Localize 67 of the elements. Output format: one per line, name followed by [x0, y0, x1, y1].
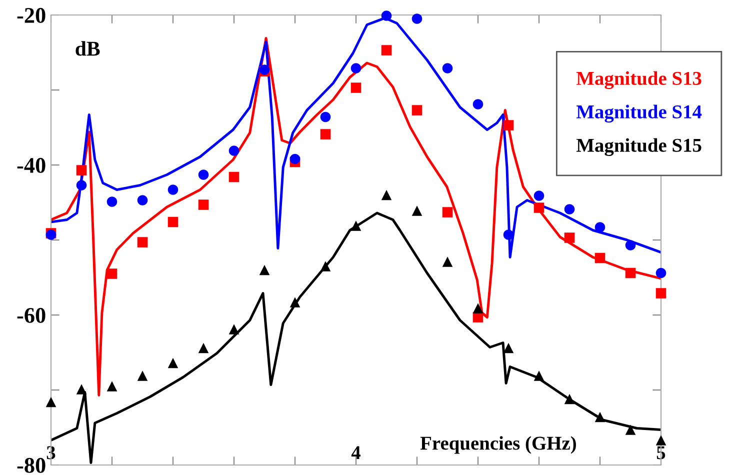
point [412, 14, 422, 24]
point [594, 222, 606, 232]
point [564, 204, 575, 214]
point [259, 264, 270, 276]
text: Magnitude S14 [576, 104, 702, 123]
y-tick-label: -60 [17, 308, 46, 323]
point [198, 342, 209, 354]
point [472, 99, 484, 110]
point [137, 237, 148, 248]
point [381, 190, 392, 200]
point [564, 394, 575, 404]
point [442, 256, 453, 267]
point [503, 230, 514, 240]
point [228, 324, 240, 334]
point [534, 370, 544, 381]
point [503, 342, 514, 354]
point [534, 190, 544, 201]
point [290, 154, 300, 164]
point [656, 435, 666, 446]
point [381, 45, 392, 56]
y-axis-title: dB [76, 41, 100, 56]
y-tick-label: -40 [17, 158, 46, 173]
point [412, 105, 422, 116]
point [625, 240, 636, 250]
point [168, 184, 178, 195]
point [106, 268, 118, 279]
point [137, 195, 148, 206]
point [625, 424, 636, 435]
point [381, 10, 392, 21]
point [503, 120, 514, 130]
point [656, 288, 666, 298]
point [472, 303, 484, 314]
point [228, 146, 240, 156]
point [320, 112, 331, 122]
point [594, 252, 606, 264]
point [228, 172, 240, 182]
point [442, 207, 453, 218]
point [76, 165, 87, 176]
point [137, 370, 148, 381]
point [350, 63, 362, 74]
point [106, 196, 118, 207]
point [290, 297, 300, 308]
point [350, 82, 362, 93]
point [198, 170, 209, 180]
point [168, 358, 178, 368]
text: Magnitude S13 [576, 71, 702, 90]
y-tick-label: -20 [17, 8, 46, 23]
point [625, 268, 636, 278]
point [46, 396, 56, 408]
point [412, 206, 422, 216]
x-tick-label: 4 [351, 446, 360, 460]
point [76, 180, 87, 190]
point [320, 129, 331, 140]
text: Magnitude S15 [576, 138, 702, 156]
point [198, 200, 209, 210]
point [106, 381, 118, 392]
point [656, 268, 666, 278]
point [594, 412, 606, 422]
point [534, 202, 544, 213]
point [564, 232, 575, 243]
y-tick-label: -80 [17, 458, 46, 473]
point [320, 261, 331, 272]
point [442, 63, 453, 74]
x-axis-title: Frequencies (GHz) [420, 436, 576, 454]
point [350, 220, 362, 231]
point [168, 216, 178, 228]
point [76, 384, 87, 394]
